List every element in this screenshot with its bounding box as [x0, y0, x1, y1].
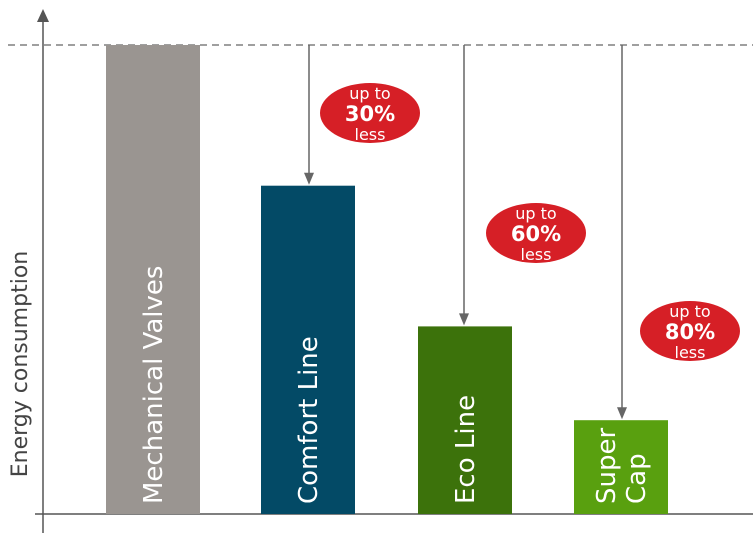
y-axis-label: Energy consumption [8, 251, 33, 477]
savings-badge-prefix: up to [669, 302, 710, 321]
bar-label: Cap [622, 453, 652, 504]
savings-badge-percent: 60% [511, 222, 561, 246]
y-axis-arrowhead [37, 9, 49, 22]
savings-badge-suffix: less [355, 125, 386, 144]
reduction-arrowhead [304, 173, 314, 185]
bar-label: Super [592, 428, 622, 504]
bar-label: Comfort Line [294, 336, 324, 504]
savings-badge-prefix: up to [349, 84, 390, 103]
reduction-arrowhead [459, 313, 469, 325]
savings-badge-suffix: less [521, 245, 552, 264]
bar-label: Eco Line [451, 395, 481, 504]
bar-label: Mechanical Valves [139, 266, 169, 504]
reduction-arrowhead [617, 407, 627, 419]
savings-badge-percent: 80% [665, 320, 715, 344]
savings-badge-suffix: less [675, 343, 706, 362]
savings-badge-percent: 30% [345, 102, 395, 126]
savings-badge-prefix: up to [515, 204, 556, 223]
